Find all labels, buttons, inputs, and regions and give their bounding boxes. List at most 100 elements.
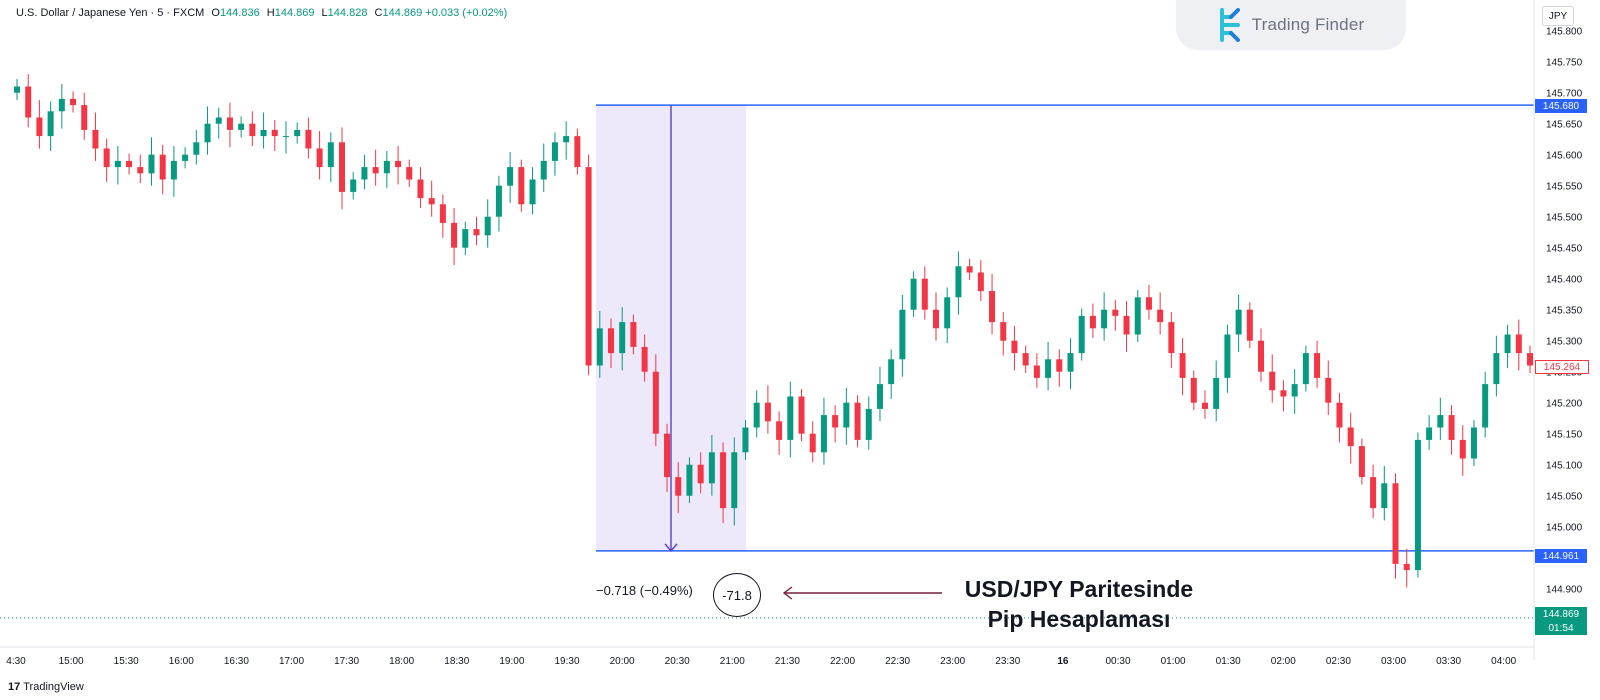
candle [664, 423, 671, 492]
y-tick-label: 145.650 [1546, 120, 1583, 131]
candle [395, 146, 402, 185]
x-tick-label: 16:30 [224, 656, 249, 667]
candle [226, 102, 233, 148]
candle [697, 452, 704, 494]
y-tick-label: 145.000 [1546, 523, 1583, 534]
x-tick-label: 02:00 [1271, 656, 1296, 667]
candle [1112, 299, 1119, 331]
y-tick-label: 144.900 [1546, 585, 1583, 596]
pip-value-circle: -71.8 [713, 573, 761, 617]
x-tick-label: 16:00 [169, 656, 194, 667]
high-value: 144.869 [274, 7, 315, 19]
candle [406, 159, 413, 187]
candle [14, 79, 20, 101]
symbol-header[interactable]: U.S. Dollar / Japanese Yen · 5 · FXCM O1… [16, 7, 507, 19]
candle [518, 159, 525, 212]
x-tick-label: 01:30 [1216, 656, 1241, 667]
price-tag-current: 145.264 [1535, 360, 1589, 374]
annotation-caption: USD/JPY Paritesinde Pip Hesaplaması [944, 574, 1214, 634]
x-tick-label: 21:30 [775, 656, 800, 667]
currency-badge[interactable]: JPY [1542, 6, 1574, 26]
candle [1201, 390, 1208, 419]
x-tick-label: 03:00 [1381, 656, 1406, 667]
candle [1000, 312, 1007, 356]
candle [1246, 302, 1253, 349]
candle [215, 107, 222, 139]
candle [1213, 360, 1220, 422]
candle [103, 138, 110, 182]
candle [1358, 438, 1365, 485]
x-tick-label: 00:30 [1105, 656, 1130, 667]
candle [921, 266, 928, 320]
y-tick-label: 145.550 [1546, 182, 1583, 193]
candle [495, 175, 502, 232]
candle [126, 153, 133, 175]
low-label: L [321, 7, 328, 19]
candle [294, 122, 301, 144]
candle [114, 146, 121, 185]
candle [92, 112, 99, 161]
candle [585, 154, 592, 376]
symbol-title[interactable]: U.S. Dollar / Japanese Yen · 5 · FXCM [16, 7, 205, 19]
y-tick-label: 145.050 [1546, 492, 1583, 503]
open-label: O [211, 7, 220, 19]
price-tag-countdown: 01:54 [1535, 621, 1587, 635]
candle [776, 411, 783, 455]
candle [282, 121, 289, 154]
candle [1033, 353, 1040, 388]
x-tick-label: 23:00 [940, 656, 965, 667]
price-tag-bottom-line: 144.961 [1535, 549, 1587, 563]
candle [462, 221, 469, 256]
candle [383, 150, 390, 189]
tradingview-logo[interactable]: 17 TradingView [8, 681, 84, 693]
candle [1157, 292, 1164, 335]
candle [899, 294, 906, 377]
x-tick-label: 22:00 [830, 656, 855, 667]
candle [764, 385, 771, 434]
candle [933, 292, 940, 341]
candle [70, 91, 77, 113]
candle [1123, 301, 1130, 352]
candle [888, 349, 895, 399]
candle [1078, 308, 1085, 361]
candle [607, 318, 614, 368]
candle [1190, 370, 1197, 411]
x-tick-label: 02:30 [1326, 656, 1351, 667]
candle [350, 172, 357, 200]
annotation-arrow-head [782, 586, 793, 600]
candle [630, 314, 637, 355]
candle [686, 457, 693, 504]
candle [238, 116, 245, 138]
x-tick-label: 4:30 [6, 656, 26, 667]
candle [731, 437, 738, 526]
candle [1459, 425, 1466, 476]
y-tick-label: 145.600 [1546, 151, 1583, 162]
candle [1067, 338, 1074, 390]
open-value: 144.836 [219, 7, 260, 19]
candle [832, 405, 839, 443]
candle [675, 462, 682, 514]
candle [1482, 371, 1489, 438]
candle [507, 152, 514, 204]
candle [944, 287, 951, 344]
candle [1291, 369, 1298, 414]
candle [327, 132, 334, 182]
candle [708, 434, 715, 496]
candle [1089, 303, 1096, 339]
x-tick-label: 18:00 [389, 656, 414, 667]
y-tick-label: 145.150 [1546, 430, 1583, 441]
y-tick-label: 145.400 [1546, 275, 1583, 286]
candle [574, 128, 581, 175]
candle [271, 119, 278, 151]
candle [193, 129, 200, 165]
candle [339, 127, 346, 210]
candle [865, 396, 872, 450]
candle [1056, 349, 1063, 387]
tradingview-logo-icon: 17 [8, 681, 21, 693]
candle [25, 74, 32, 128]
candle [1045, 341, 1052, 391]
price-tag-top-line: 145.680 [1535, 99, 1587, 113]
candle [1414, 432, 1421, 578]
candle [720, 442, 727, 523]
